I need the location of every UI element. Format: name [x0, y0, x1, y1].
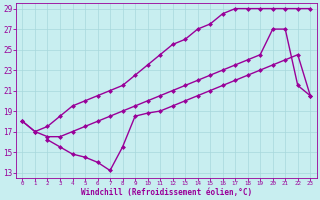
X-axis label: Windchill (Refroidissement éolien,°C): Windchill (Refroidissement éolien,°C)	[81, 188, 252, 197]
